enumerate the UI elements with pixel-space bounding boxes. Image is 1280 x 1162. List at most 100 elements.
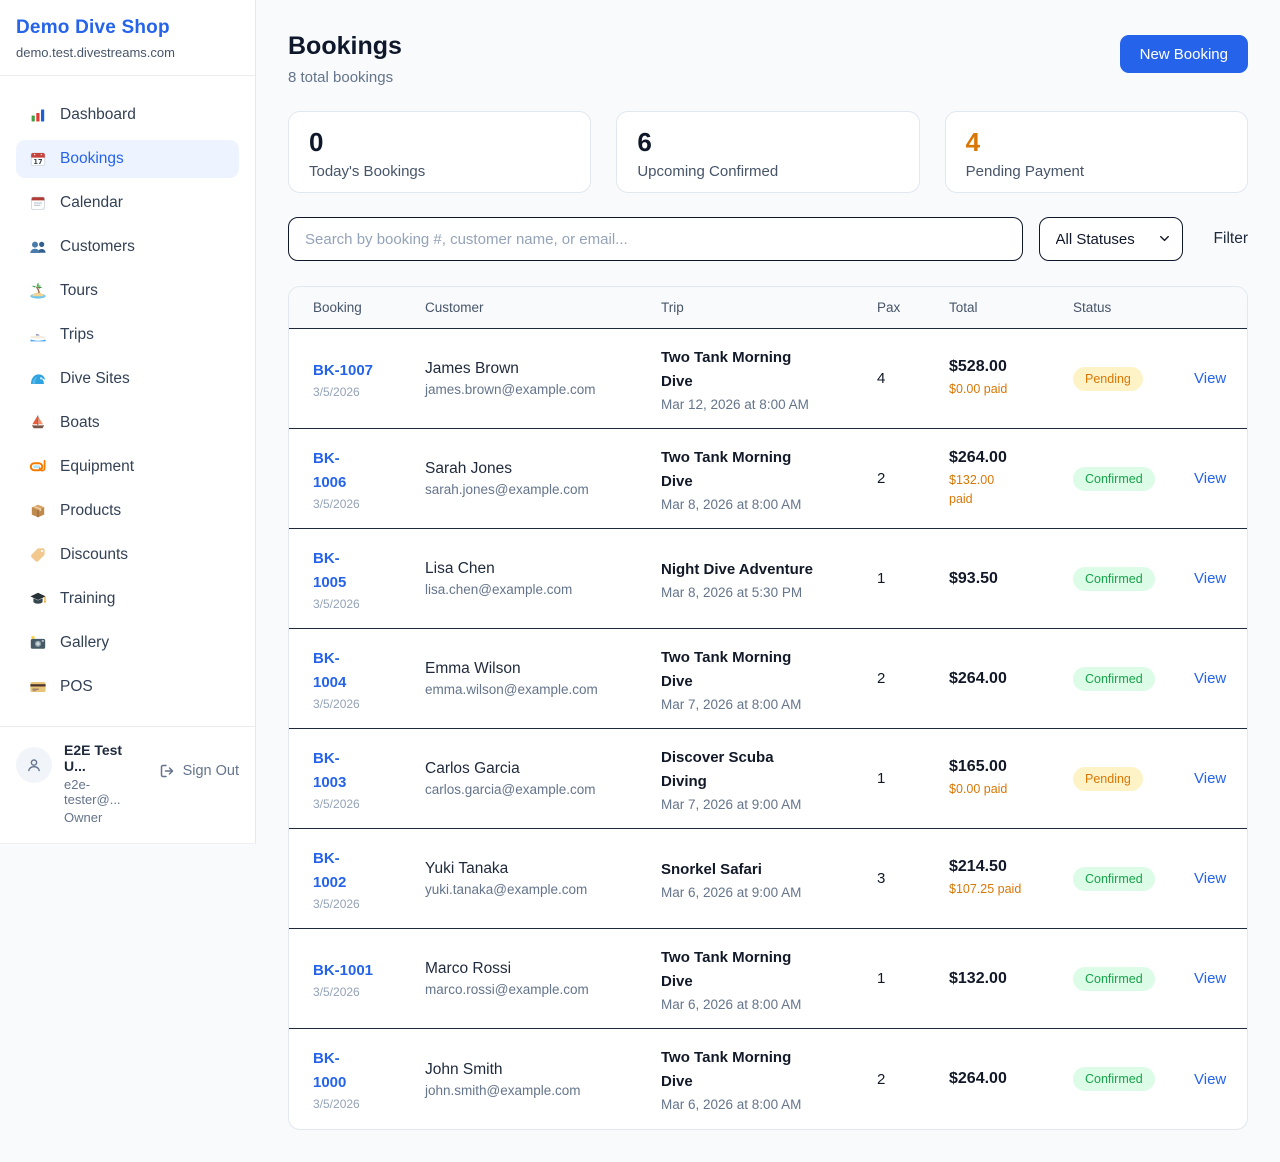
status-cell: Confirmed [1073,966,1194,991]
status-select[interactable]: All Statuses [1038,217,1183,261]
trip-name: Two Tank Morning Dive [661,1049,792,1090]
booking-id-link[interactable]: BK- 1000 [313,1050,347,1091]
sidebar-item-label: Dashboard [60,106,136,123]
column-header-total: Total [949,300,978,315]
search-input[interactable] [288,217,1023,261]
sidebar-item-dashboard[interactable]: Dashboard [16,96,239,134]
booking-date: 3/5/2026 [313,384,360,399]
sidebar-item-gallery[interactable]: Gallery [16,624,239,662]
sidebar-item-dive-sites[interactable]: Dive Sites [16,360,239,398]
calendar-date-icon: 17 [29,150,47,168]
credit-card-icon [29,678,47,696]
view-link[interactable]: View [1194,370,1227,387]
booking-cell: BK- 1003 3/5/2026 [313,747,425,811]
paid-amount: $0.00 paid [949,782,1008,797]
trip-cell: Two Tank Morning Dive Mar 6, 2026 at 8:00 … [661,1046,877,1112]
sidebar-item-label: Dive Sites [60,370,130,387]
sidebar: Demo Dive Shop demo.test.divestreams.com… [0,0,256,844]
booking-id-link[interactable]: BK-1007 [313,361,374,379]
status-cell: Confirmed [1073,1067,1194,1091]
booking-date: 3/5/2026 [313,596,360,611]
view-link[interactable]: View [1194,670,1227,687]
booking-id-link[interactable]: BK- 1005 [313,549,347,591]
booking-id-link[interactable]: BK- 1003 [313,749,347,791]
sidebar-item-boats[interactable]: Boats [16,404,239,442]
total-amount: $93.50 [949,569,998,587]
customer-email: carlos.garcia@example.com [425,782,596,797]
column-header-status: Status [1073,300,1112,315]
customer-email: lisa.chen@example.com [425,582,573,597]
trip-datetime: Mar 6, 2026 at 9:00 AM [661,884,802,900]
user-name: E2E Test U... [64,742,123,774]
sidebar-item-tours[interactable]: Tours [16,272,239,310]
view-link[interactable]: View [1194,1070,1227,1088]
sidebar-item-pos[interactable]: POS [16,668,239,706]
table-row: BK- 1003 3/5/2026 Carlos Garcia carlos.garci… [289,729,1247,829]
trip-cell: Two Tank Morning Dive Mar 7, 2026 at 8:00 … [661,646,877,712]
booking-id-link[interactable]: BK- 1002 [313,849,347,891]
trip-datetime: Mar 7, 2026 at 9:00 AM [661,796,802,812]
view-link[interactable]: View [1194,870,1227,887]
booking-id-link[interactable]: BK-1001 [313,961,374,979]
trip-cell: Two Tank Morning Dive Mar 8, 2026 at 8:00 … [661,446,877,512]
filter-button[interactable]: Filter [1213,230,1248,247]
brand[interactable]: Demo Dive Shop demo.test.divestreams.com [0,0,255,76]
customer-email: marco.rossi@example.com [425,982,589,997]
booking-cell: BK-1001 3/5/2026 [313,959,425,999]
status-cell: Pending [1073,766,1194,791]
sidebar-item-bookings[interactable]: 17 Bookings [16,140,239,178]
total-amount: $264.00 [949,449,1007,467]
status-badge: Confirmed [1073,566,1155,591]
trip-name: Discover Scuba Diving [661,748,774,790]
status-badge: Pending [1073,766,1143,791]
stat-value: 4 [965,127,981,157]
sidebar-item-label: Calendar [60,194,123,211]
stat-card-pending-payment: 4 Pending Payment [944,111,1248,193]
sign-out-label: Sign Out [182,763,239,779]
table-row: BK- 1005 3/5/2026 Lisa Chen lisa.chen@exampl… [289,529,1247,629]
stat-value: 0 [309,127,324,157]
stat-label: Upcoming Confirmed [637,162,779,180]
customer-cell: Lisa Chen lisa.chen@example.com [425,560,661,597]
speedboat-icon [29,326,47,344]
pax-value: 2 [877,670,886,687]
sidebar-item-customers[interactable]: Customers [16,228,239,266]
sidebar-item-products[interactable]: Products [16,492,239,530]
trip-cell: Snorkel Safari Mar 6, 2026 at 9:00 AM [661,858,877,900]
sidebar-item-label: Tours [60,282,98,299]
new-booking-button[interactable]: New Booking [1119,35,1248,73]
booking-id-link[interactable]: BK- 1006 [313,449,347,491]
column-header-trip: Trip [661,300,684,315]
booking-id-link[interactable]: BK- 1004 [313,649,347,691]
customer-cell: James Brown james.brown@example.com [425,360,661,397]
column-header-customer: Customer [425,300,484,315]
pax-value: 3 [877,870,886,887]
customer-email: emma.wilson@example.com [425,682,598,697]
customer-cell: John Smith john.smith@example.com [425,1061,661,1098]
trip-name: Two Tank Morning Dive [661,948,792,990]
sign-out-button[interactable]: Sign Out [158,762,239,780]
view-link[interactable]: View [1194,470,1227,487]
sidebar-item-discounts[interactable]: Discounts [16,536,239,574]
booking-date: 3/5/2026 [313,696,360,711]
total-cell: $132.00 [949,970,1073,988]
sidebar-item-calendar[interactable]: Calendar [16,184,239,222]
bookings-table: Booking Customer Trip Pax Total Status B… [288,286,1248,1130]
sidebar-item-equipment[interactable]: Equipment [16,448,239,486]
table-row: BK-1007 3/5/2026 James Brown james.brown@ex… [289,329,1247,429]
view-link[interactable]: View [1194,770,1227,787]
trip-cell: Discover Scuba Diving Mar 7, 2026 at 9:00 … [661,746,877,812]
booking-cell: BK- 1000 3/5/2026 [313,1047,425,1111]
table-row: BK- 1002 3/5/2026 Yuki Tanaka yuki.tanaka@ex… [289,829,1247,929]
view-link[interactable]: View [1194,970,1227,987]
customer-name: Sarah Jones [425,460,513,477]
customer-cell: Yuki Tanaka yuki.tanaka@example.com [425,860,661,897]
status-cell: Confirmed [1073,866,1194,891]
table-row: BK- 1000 3/5/2026 John Smith john.smith@exam… [289,1029,1247,1129]
brand-name[interactable]: Demo Dive Shop [16,17,170,38]
pax-value: 4 [877,370,886,387]
sidebar-item-training[interactable]: Training [16,580,239,618]
sidebar-item-trips[interactable]: Trips [16,316,239,354]
view-link[interactable]: View [1194,570,1227,587]
status-cell: Confirmed [1073,466,1194,491]
